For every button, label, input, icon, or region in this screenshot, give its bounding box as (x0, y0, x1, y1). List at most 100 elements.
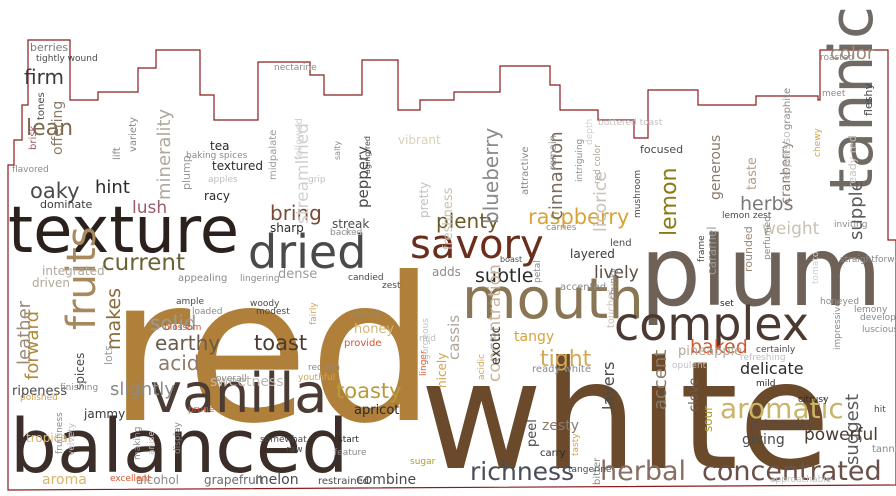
word: carries (546, 223, 577, 233)
word: makes (103, 288, 125, 350)
word: firm (24, 65, 64, 89)
word: luscious (862, 325, 896, 335)
word: aroma (42, 472, 87, 488)
word: modest (256, 307, 290, 317)
word: combine (356, 472, 416, 488)
word: tones (36, 92, 47, 120)
word: tight (540, 347, 592, 372)
word: current (102, 250, 185, 276)
word: lift (112, 147, 123, 160)
word: racy (204, 189, 230, 203)
word: color (830, 43, 875, 64)
word: backed (330, 228, 362, 238)
word: candied (348, 273, 384, 283)
word: balanced (10, 404, 348, 490)
word: concentration (485, 264, 505, 382)
word: certainly (756, 345, 796, 355)
word: honey (354, 322, 394, 337)
word: attractive (520, 147, 531, 195)
word: textured (212, 159, 263, 173)
word: caramel (705, 226, 719, 275)
word: alcohol (136, 473, 179, 487)
word: minerality (154, 108, 175, 200)
word: roasted (820, 53, 854, 63)
word: restrained (318, 476, 369, 487)
word: herbal (600, 456, 686, 487)
word: nectarine (274, 63, 317, 73)
word: lemon (657, 168, 682, 236)
word: accent (650, 350, 671, 410)
word: apples (208, 175, 238, 185)
word: tropical (26, 431, 71, 445)
word: youthful (298, 373, 335, 383)
word: savory (410, 222, 544, 268)
word: hit (874, 405, 886, 415)
word: followed (294, 118, 305, 160)
word: powerful (804, 425, 878, 445)
word: provide (344, 338, 382, 349)
word: tomato (811, 251, 821, 284)
word: streamlined (293, 123, 313, 224)
word: loaded (192, 307, 223, 317)
word: intriguing (575, 139, 585, 182)
word: approachable (770, 475, 832, 485)
word: grapefruit (204, 473, 264, 487)
word: chewy (813, 127, 823, 157)
word: touches (606, 288, 617, 328)
word: driven (32, 276, 70, 290)
word: freshness (441, 187, 456, 250)
word: petal (533, 260, 543, 283)
word: slightly (110, 379, 175, 400)
word: taste (745, 157, 760, 190)
word: toasty (336, 379, 402, 403)
word: oaky (30, 179, 80, 203)
word: mid (419, 334, 436, 344)
word: adds (432, 265, 461, 279)
word: mild (756, 379, 775, 389)
word: remain (548, 135, 559, 170)
word: dense (278, 267, 317, 282)
word: opulent (672, 361, 707, 371)
word: lots (102, 345, 115, 365)
word: accented (560, 282, 606, 293)
word: plum (640, 216, 882, 328)
word: pineapple (678, 344, 742, 359)
word: concentrated (702, 456, 882, 487)
word: excellent (110, 474, 151, 484)
word: anise (147, 431, 157, 455)
word: buttered toast (598, 118, 663, 128)
word: polished (20, 393, 58, 403)
word: hint (95, 177, 130, 198)
word: peppery (354, 146, 372, 208)
word: fruits (59, 226, 105, 330)
word: white (420, 330, 831, 496)
word: chunky (609, 267, 619, 300)
word: flavored (12, 165, 49, 175)
word: ripeness (12, 384, 67, 399)
word: fruitiness (55, 412, 65, 454)
word: tannin (872, 444, 896, 455)
word: richness (470, 457, 574, 486)
word: streak (332, 217, 369, 231)
word: tea (210, 139, 229, 153)
word: solid (150, 311, 196, 335)
word: ready white (532, 364, 591, 375)
word: grip (308, 175, 326, 185)
word: lemon zest (722, 211, 772, 221)
word: ample (176, 297, 204, 307)
word: tasty (571, 433, 581, 456)
word: herbs (740, 193, 794, 215)
word: forward (22, 311, 43, 380)
word: suggest (842, 394, 863, 465)
word: giving (742, 432, 785, 448)
word: lend (610, 238, 632, 249)
word: set (720, 299, 734, 309)
word: bitter (592, 457, 603, 485)
word: jammy (83, 407, 125, 421)
word: dried (248, 225, 366, 279)
word: earthy (155, 331, 220, 355)
word: red (108, 235, 436, 468)
word: bring (270, 201, 322, 225)
word: pretty (417, 182, 431, 218)
word: delicate (740, 359, 804, 378)
